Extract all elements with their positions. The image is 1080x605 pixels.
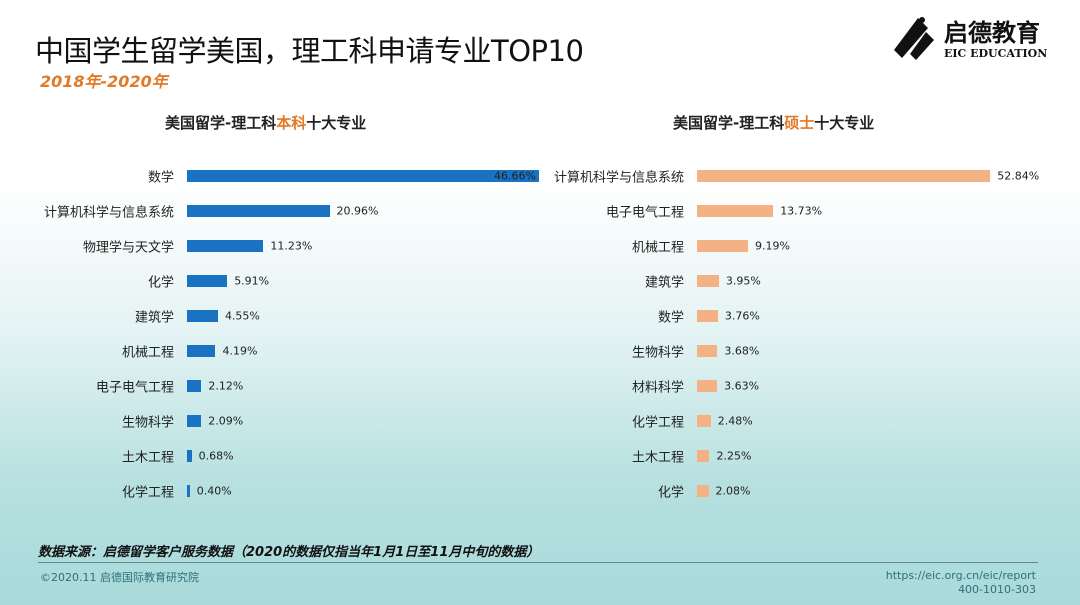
value-label: 9.19%	[755, 239, 790, 253]
category-label: 计算机科学与信息系统	[43, 205, 174, 221]
value-label: 2.09%	[208, 414, 244, 428]
bar	[187, 485, 190, 497]
report-url: https://eic.org.cn/eic/report	[885, 569, 1036, 582]
category-label: 建筑学	[134, 310, 174, 326]
bar	[187, 205, 330, 217]
value-label: 2.08%	[715, 484, 751, 498]
chart-title-prefix: 美国留学-理工科	[165, 114, 277, 132]
value-label: 3.68%	[724, 344, 760, 358]
category-label: 机械工程	[121, 345, 174, 361]
value-label: 20.96%	[336, 204, 379, 218]
chart-title-suffix: 十大专业	[306, 114, 367, 132]
category-label: 土木工程	[631, 450, 684, 466]
bar	[187, 275, 228, 287]
category-label: 化学工程	[121, 485, 174, 501]
phone: 400-1010-303	[958, 583, 1036, 596]
divider	[38, 562, 1038, 563]
value-label: 3.63%	[724, 379, 760, 393]
bar	[697, 310, 718, 322]
chart-title-master: 美国留学-理工科硕士十大专业	[673, 112, 874, 133]
category-label: 电子电气工程	[95, 380, 174, 396]
bar	[697, 240, 748, 252]
value-label: 2.25%	[716, 449, 752, 463]
category-label: 土木工程	[121, 450, 174, 466]
value-label: 4.19%	[222, 344, 258, 358]
logo-cn: 启德教育	[944, 18, 1040, 47]
chart-title-suffix: 十大专业	[814, 114, 875, 132]
chart-title-highlight: 硕士	[784, 114, 815, 132]
category-label: 化学	[147, 275, 174, 291]
value-label: 13.73%	[780, 204, 823, 218]
value-label: 0.68%	[198, 449, 234, 463]
page-title: 中国学生留学美国，理工科申请专业TOP10	[35, 34, 584, 68]
bar	[187, 170, 539, 182]
logo-en: EIC EDUCATION	[944, 46, 1048, 60]
value-label: 52.84%	[997, 169, 1040, 183]
category-label: 数学	[657, 310, 684, 326]
bar	[697, 415, 711, 427]
category-label: 物理学与天文学	[82, 240, 174, 256]
contact: https://eic.org.cn/eic/report 400-1010-30…	[886, 569, 1036, 597]
category-label: 建筑学	[644, 275, 684, 291]
bar	[697, 205, 774, 217]
date-range: 2018年-2020年	[40, 72, 168, 91]
bar	[697, 275, 719, 287]
category-label: 机械工程	[631, 240, 684, 256]
bar	[697, 450, 710, 462]
eic-logo-icon	[894, 17, 934, 60]
bar	[187, 415, 202, 427]
bar	[187, 310, 218, 322]
category-label: 计算机科学与信息系统	[553, 170, 684, 186]
value-label: 46.66%	[494, 169, 536, 183]
category-label: 数学	[147, 170, 174, 186]
category-label: 生物科学	[631, 345, 684, 361]
value-label: 3.95%	[725, 274, 761, 288]
value-label: 4.55%	[224, 309, 260, 323]
value-label: 2.48%	[717, 414, 753, 428]
bar	[697, 485, 709, 497]
bar	[697, 380, 718, 392]
value-label: 5.91%	[234, 274, 270, 288]
chart-title-bachelor: 美国留学-理工科本科十大专业	[165, 112, 366, 133]
chart-title-highlight: 本科	[276, 114, 307, 132]
bar	[187, 240, 264, 252]
bar	[187, 450, 192, 462]
data-source: 数据来源：启德留学客户服务数据（2020的数据仅指当年1月1日至11月中旬的数据…	[38, 545, 540, 560]
category-label: 材料科学	[631, 380, 684, 396]
category-label: 化学	[657, 485, 684, 501]
category-label: 电子电气工程	[605, 205, 684, 221]
value-label: 11.23%	[270, 239, 313, 253]
copyright: ©2020.11 启德国际教育研究院	[40, 571, 199, 584]
value-label: 0.40%	[196, 484, 232, 498]
chart-title-prefix: 美国留学-理工科	[673, 114, 785, 132]
bar	[187, 380, 202, 392]
logo: 启德教育 EIC EDUCATION	[888, 14, 1047, 64]
category-label: 化学工程	[631, 415, 684, 431]
bar	[697, 170, 991, 182]
value-label: 3.76%	[724, 309, 760, 323]
value-label: 2.12%	[208, 379, 244, 393]
category-label: 生物科学	[121, 415, 174, 431]
bar	[697, 345, 718, 357]
bar	[187, 345, 216, 357]
